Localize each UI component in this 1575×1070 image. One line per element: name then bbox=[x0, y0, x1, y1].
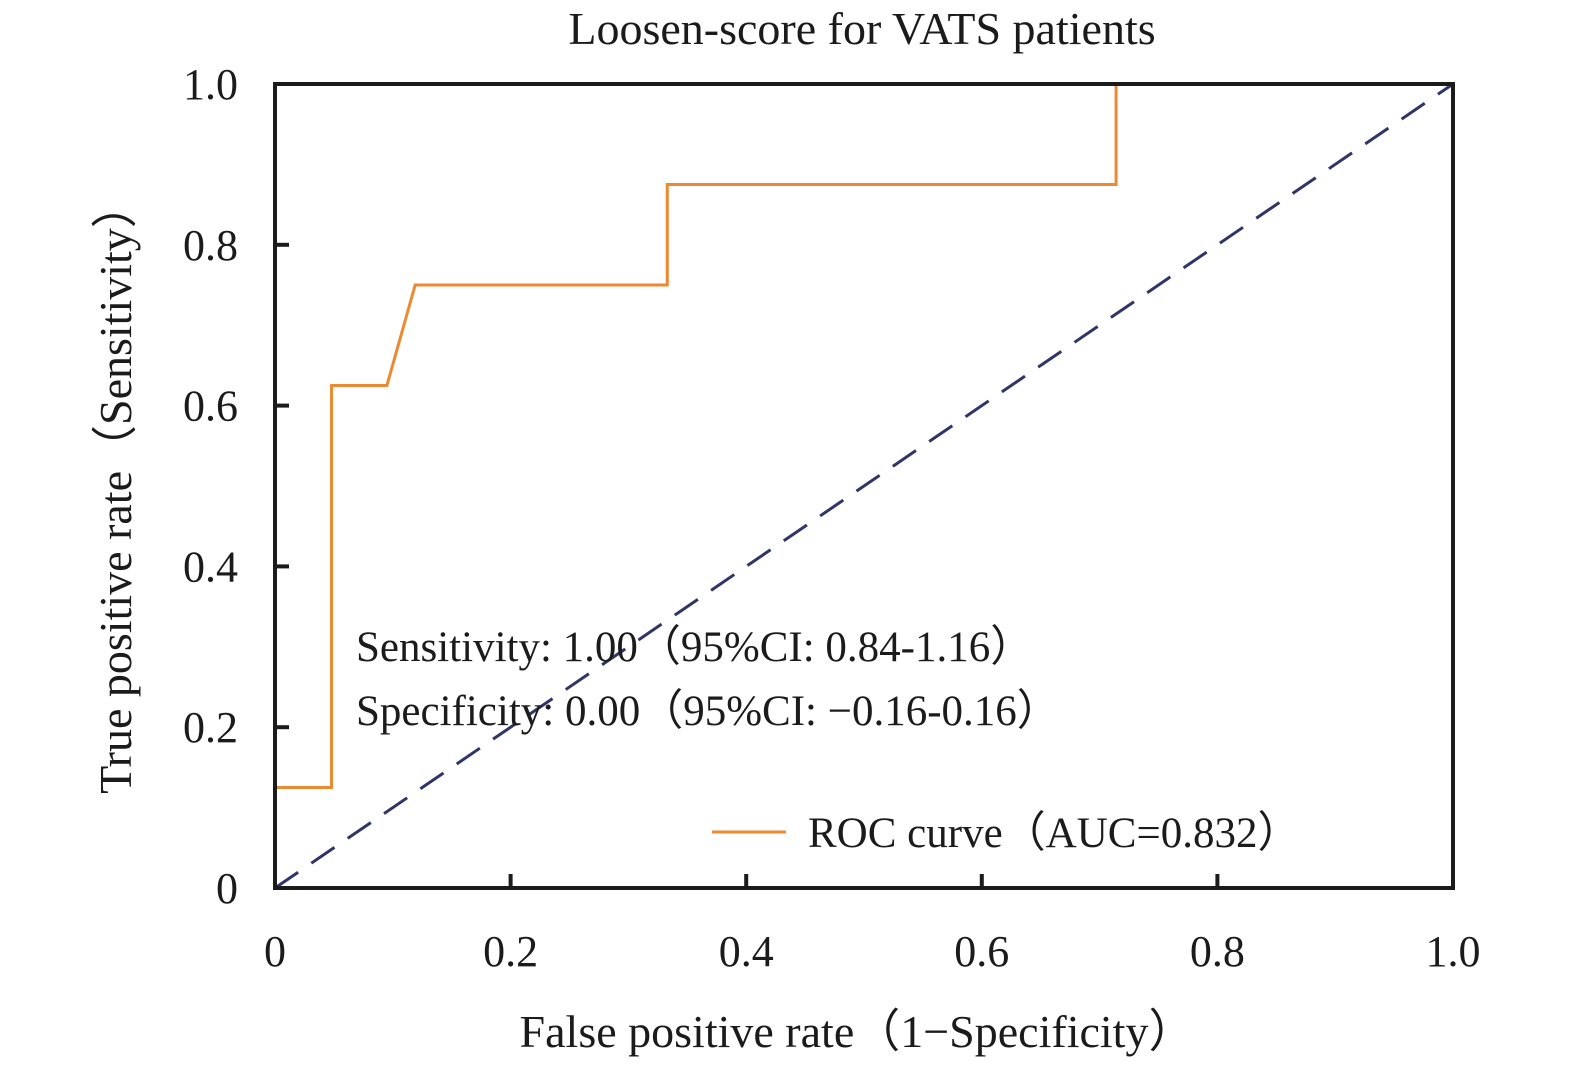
plot-frame bbox=[273, 82, 1455, 890]
x-tick-label-3: 0.6 bbox=[954, 927, 1009, 976]
y-tick-label-4: 0.8 bbox=[183, 221, 238, 270]
roc-curve-line bbox=[275, 82, 1453, 789]
x-tick-label-1: 0.2 bbox=[483, 927, 538, 976]
y-axis: 0 0.2 0.4 0.6 0.8 1.0 bbox=[183, 60, 289, 913]
y-tick-label-0: 0 bbox=[216, 864, 238, 913]
specificity-annotation: Specificity: 0.00（95%CI: −0.16-0.16） bbox=[356, 688, 1060, 735]
y-tick-label-3: 0.6 bbox=[183, 382, 238, 431]
x-axis: 0 0.2 0.4 0.6 0.8 1.0 bbox=[264, 874, 1481, 976]
y-tick-label-1: 0.2 bbox=[183, 703, 238, 752]
x-tick-label-4: 0.8 bbox=[1190, 927, 1245, 976]
x-tick-label-0: 0 bbox=[264, 927, 286, 976]
chart-title: Loosen-score for VATS patients bbox=[568, 3, 1155, 54]
y-tick-label-2: 0.4 bbox=[183, 542, 238, 591]
y-tick-label-5: 1.0 bbox=[183, 60, 238, 109]
plot-content bbox=[274, 82, 1454, 890]
sensitivity-annotation: Sensitivity: 1.00（95%CI: 0.84-1.16） bbox=[356, 624, 1033, 671]
diagonal-reference-line bbox=[274, 82, 1454, 890]
x-tick-label-2: 0.4 bbox=[719, 927, 774, 976]
x-axis-label: False positive rate（1−Specificity） bbox=[520, 1006, 1195, 1057]
legend-label-roc: ROC curve（AUC=0.832） bbox=[808, 810, 1300, 857]
x-tick-label-5: 1.0 bbox=[1426, 927, 1481, 976]
y-axis-label: True positive rate（Sensitivity） bbox=[90, 182, 141, 794]
